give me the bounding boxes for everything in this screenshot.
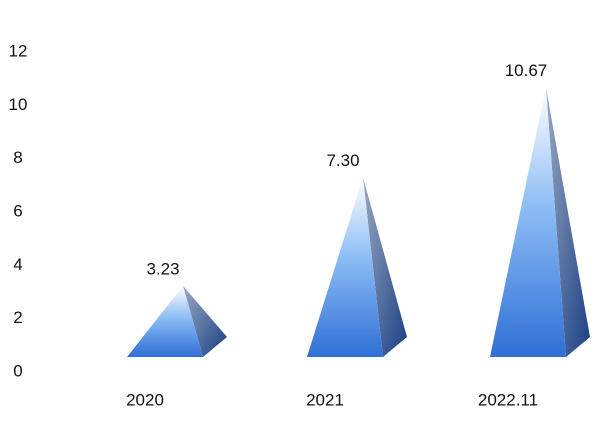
- y-tick-label: 2: [13, 308, 22, 327]
- pyramid-side: [546, 87, 590, 357]
- y-tick-label: 6: [13, 201, 22, 220]
- x-tick-label: 2022.11: [478, 390, 538, 409]
- y-tick-label: 0: [13, 361, 22, 380]
- pyramid: [307, 177, 383, 357]
- x-tick-label: 2021: [306, 390, 344, 409]
- pyramid-side: [363, 177, 407, 357]
- y-tick-label: 8: [13, 148, 22, 167]
- pyramid-side: [183, 285, 227, 357]
- y-tick-label: 4: [13, 255, 22, 274]
- x-tick-label: 2020: [126, 390, 164, 409]
- value-label: 3.23: [146, 259, 179, 278]
- y-tick-label: 10: [9, 95, 28, 114]
- value-label: 10.67: [505, 61, 548, 80]
- pyramid: [127, 285, 203, 357]
- pyramid: [490, 87, 566, 357]
- value-label: 7.30: [326, 151, 359, 170]
- y-tick-label: 12: [9, 41, 28, 60]
